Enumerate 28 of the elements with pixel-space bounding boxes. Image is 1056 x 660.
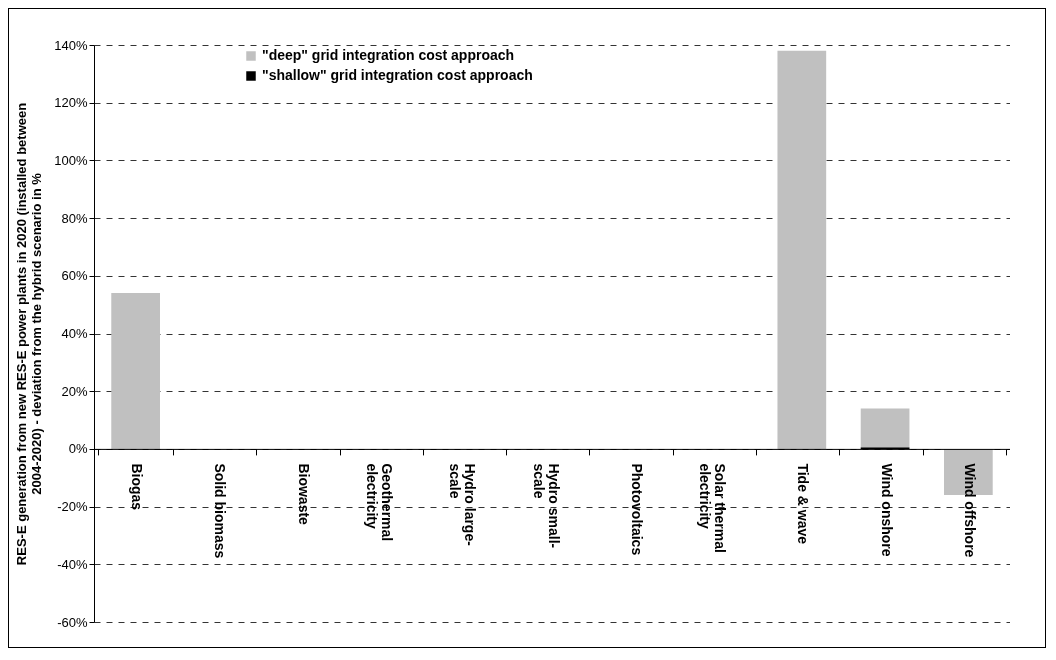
y-tick-label: 100%	[54, 152, 88, 168]
x-tick-label: Geothermal electricity	[363, 463, 395, 542]
x-tick-label: Solid biomass	[212, 463, 229, 559]
x-tick-label: Tide & wave	[795, 463, 812, 545]
bar	[860, 408, 910, 449]
x-tick-label: Photovoltaics	[628, 463, 645, 556]
x-tick-label: Solar thermal electricity	[697, 463, 729, 553]
y-tick-label: -60%	[57, 614, 88, 630]
y-tick-label: 120%	[54, 95, 88, 111]
y-tick-label: 40%	[61, 326, 88, 341]
x-tick-label: Hydro small-scale	[530, 463, 562, 549]
legend-label: "deep" grid integration cost approach	[262, 47, 515, 63]
x-tick-label: Biowaste	[295, 463, 312, 526]
y-tick-label: 60%	[61, 268, 88, 284]
y-tick-label: -20%	[57, 499, 88, 515]
y-tick-label: -40%	[57, 556, 88, 572]
x-tick-label: Wind offshore	[961, 463, 978, 558]
bar	[777, 50, 827, 449]
y-tick-label: 0%	[68, 441, 88, 457]
y-axis-title: RES-E generation from new RES-E power plants in 2020 (installed between 2004-2020) - deviation from the hybrid scenario in %	[14, 102, 45, 566]
x-tick-label: Biogas	[129, 463, 146, 511]
y-tick-label: 20%	[61, 383, 88, 399]
x-tick-label: Hydro large-scale	[447, 463, 479, 547]
legend-label: "shallow" grid integration cost approach	[262, 67, 533, 83]
y-tick-label: 140%	[54, 37, 88, 53]
x-tick-label: Wind onshore	[878, 463, 895, 557]
y-tick-label: 80%	[61, 210, 88, 226]
bar	[111, 293, 160, 449]
